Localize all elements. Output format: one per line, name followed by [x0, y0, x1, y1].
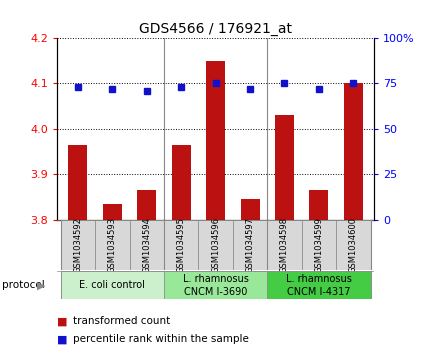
Bar	[344, 83, 363, 220]
Bar	[68, 145, 87, 220]
Text: protocol: protocol	[2, 280, 45, 290]
Text: E. coli control: E. coli control	[79, 280, 145, 290]
Bar	[103, 204, 122, 220]
Bar	[164, 220, 198, 270]
Bar	[61, 271, 164, 299]
Text: GSM1034597: GSM1034597	[246, 217, 254, 273]
Bar	[267, 271, 370, 299]
Bar	[336, 220, 370, 270]
Bar	[206, 61, 225, 220]
Bar	[61, 220, 95, 270]
Text: L. rhamnosus
CNCM I-4317: L. rhamnosus CNCM I-4317	[286, 274, 352, 297]
Bar	[137, 190, 156, 220]
Bar	[172, 145, 191, 220]
Text: GSM1034592: GSM1034592	[73, 217, 82, 273]
Text: ▶: ▶	[37, 280, 45, 290]
Bar	[309, 190, 328, 220]
Text: ■: ■	[57, 334, 68, 344]
Text: GSM1034594: GSM1034594	[142, 217, 151, 273]
Bar	[241, 199, 260, 220]
Text: GSM1034599: GSM1034599	[315, 217, 323, 273]
Title: GDS4566 / 176921_at: GDS4566 / 176921_at	[139, 22, 292, 36]
Bar	[302, 220, 336, 270]
Bar	[275, 115, 294, 220]
Text: ■: ■	[57, 316, 68, 326]
Text: GSM1034596: GSM1034596	[211, 217, 220, 273]
Bar	[233, 220, 267, 270]
Text: transformed count: transformed count	[73, 316, 170, 326]
Text: GSM1034595: GSM1034595	[177, 217, 186, 273]
Text: L. rhamnosus
CNCM I-3690: L. rhamnosus CNCM I-3690	[183, 274, 249, 297]
Text: GSM1034598: GSM1034598	[280, 217, 289, 273]
Bar	[164, 271, 267, 299]
Bar	[267, 220, 302, 270]
Text: percentile rank within the sample: percentile rank within the sample	[73, 334, 249, 344]
Bar	[198, 220, 233, 270]
Bar	[95, 220, 129, 270]
Text: GSM1034593: GSM1034593	[108, 217, 117, 273]
Text: GSM1034600: GSM1034600	[349, 217, 358, 273]
Bar	[129, 220, 164, 270]
